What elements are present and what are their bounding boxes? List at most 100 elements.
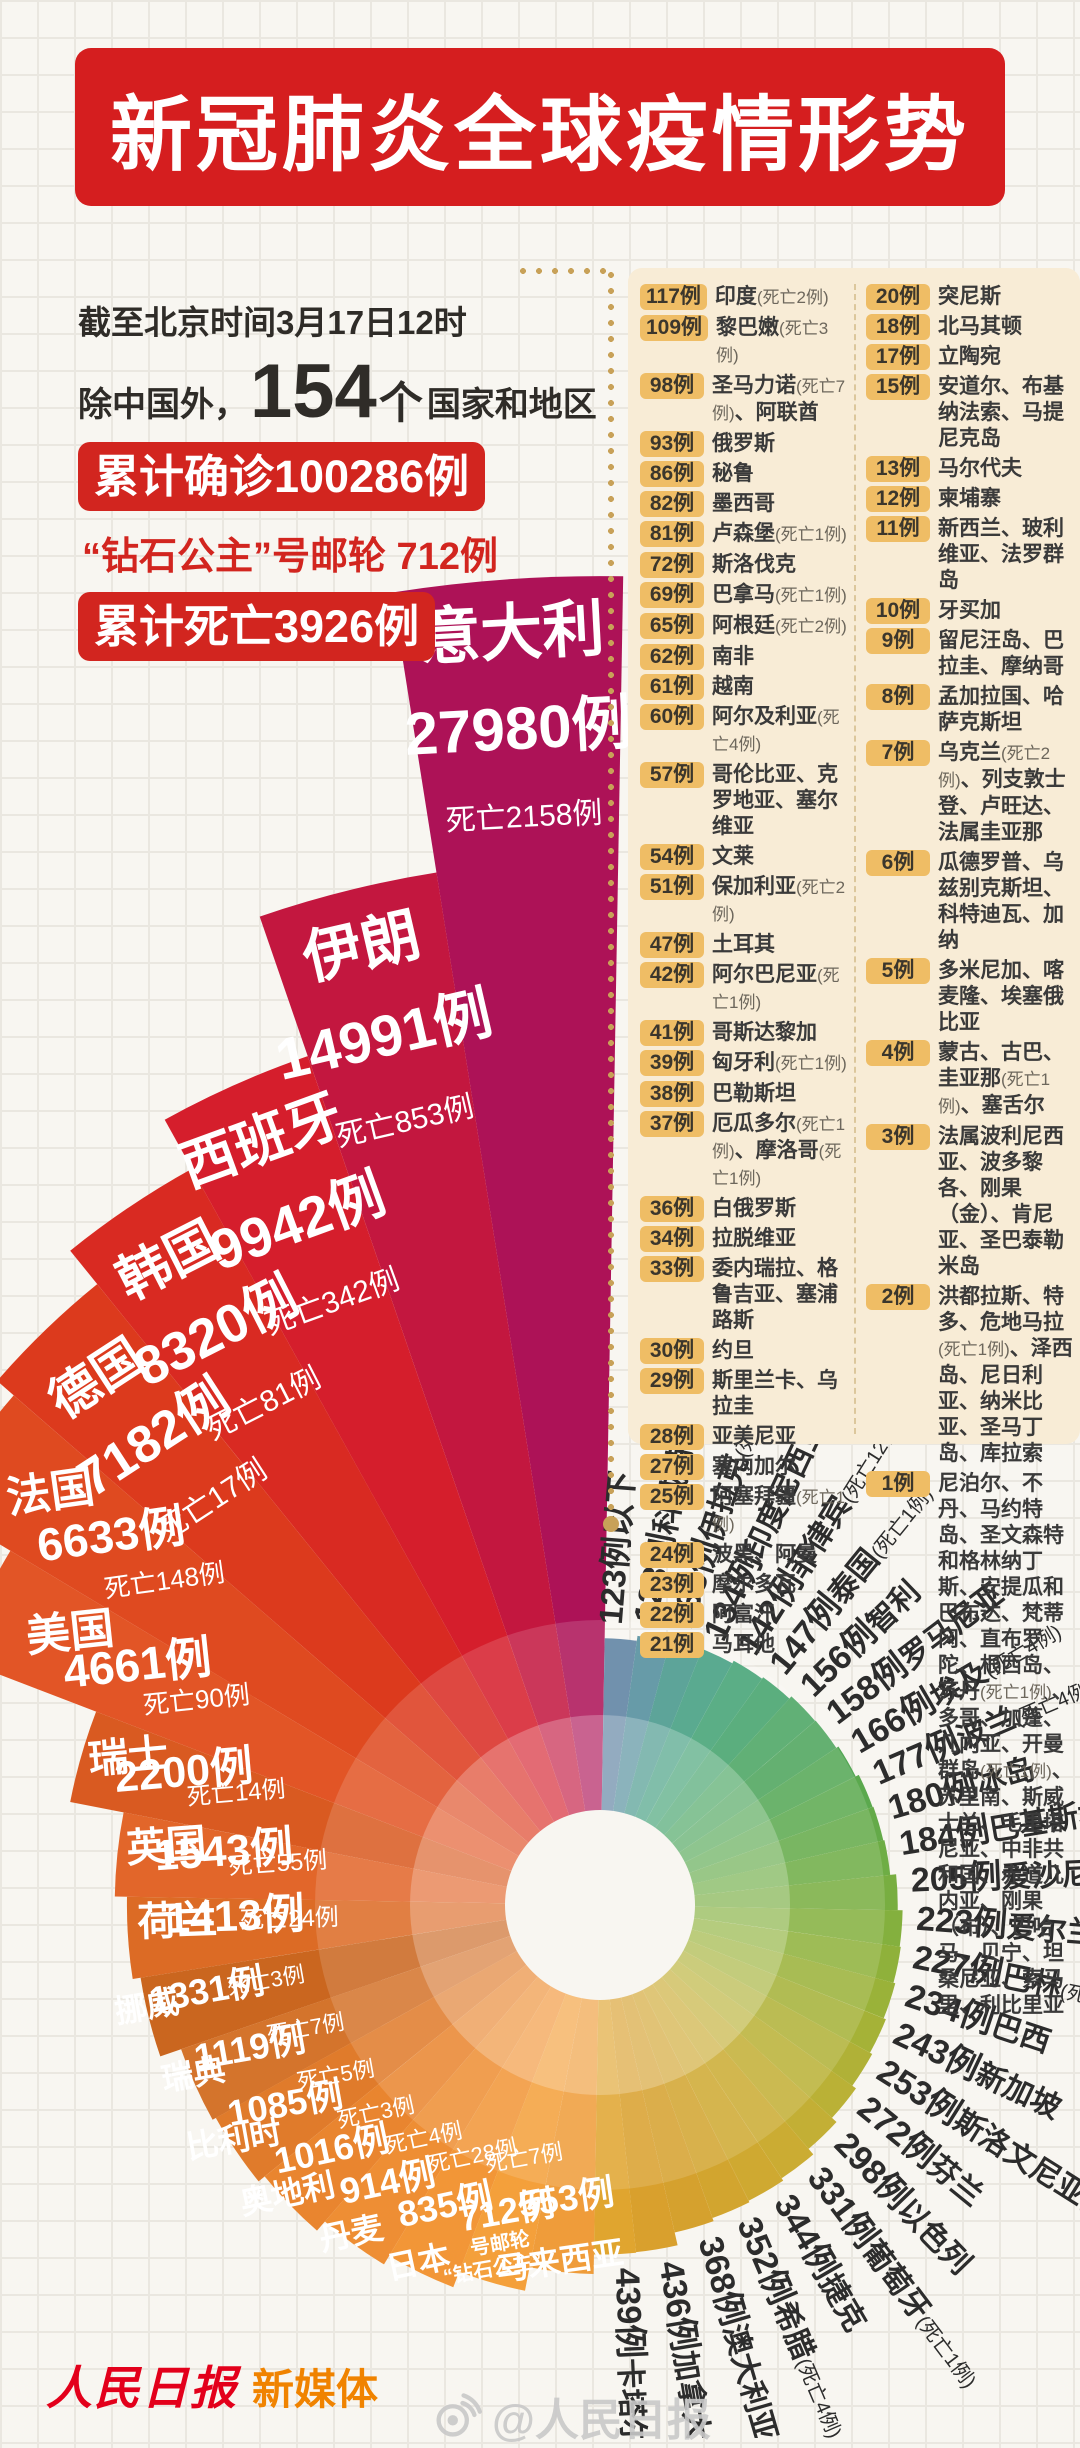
wedge-label: 荷兰	[137, 1898, 218, 1945]
fan-wedge	[459, 1905, 600, 2291]
panel-dotted-border-top	[520, 268, 610, 274]
fan-wedge	[70, 1168, 600, 1905]
country-names: 阿塞拜疆(死亡1例)	[712, 1485, 846, 1534]
country-list-item: 62例 南非	[640, 644, 848, 670]
case-count-badge: 109例	[640, 315, 709, 341]
wedge-label: 英国	[125, 1822, 208, 1871]
country-names: 多米尼加、喀麦隆、埃塞俄比亚	[938, 959, 1064, 1034]
country-list-item: 109例 黎巴嫩(死亡3例)	[640, 315, 848, 369]
country-names: 蒙古、古巴、圭亚那(死亡1例)、塞舌尔	[938, 1041, 1064, 1117]
country-list-item: 29例 斯里兰卡、乌拉圭	[640, 1368, 848, 1420]
case-count-badge: 47例	[640, 932, 704, 958]
case-count-badge: 69例	[640, 582, 704, 608]
case-count-badge: 86例	[640, 461, 704, 487]
case-count-badge: 20例	[866, 284, 930, 310]
countries-line: 除中国外， 154 个 国家和地区	[78, 349, 598, 434]
country-names: 巴勒斯坦	[712, 1082, 796, 1105]
country-list-item: 57例 哥伦比亚、克罗地亚、塞尔维亚	[640, 762, 848, 840]
country-names: 哥伦比亚、克罗地亚、塞尔维亚	[712, 763, 838, 838]
country-list-item: 60例 阿尔及利亚(死亡4例)	[640, 704, 848, 758]
fan-wedge	[0, 1550, 600, 1905]
country-list-item: 51例 保加利亚(死亡2例)	[640, 874, 848, 928]
fan-wedge	[181, 1905, 600, 2120]
fan-wedge	[259, 872, 600, 1905]
country-names: 新西兰、玻利维亚、法罗群岛	[938, 517, 1064, 592]
country-names: 马耳他	[712, 1633, 775, 1656]
countries-count: 154	[250, 349, 377, 434]
title-banner: 新冠肺炎全球疫情形势	[75, 48, 1005, 206]
country-names: 土耳其	[712, 933, 775, 956]
country-names: 黎巴嫩(死亡3例)	[716, 316, 829, 365]
case-count-badge: 11例	[866, 516, 930, 542]
case-count-badge: 27例	[640, 1454, 704, 1480]
case-count-badge: 17例	[866, 344, 930, 370]
country-list-item: 98例 圣马力诺(死亡7例)、阿联酋	[640, 373, 848, 427]
fan-wedge	[0, 1395, 600, 1905]
country-list-item: 81例 卢森堡(死亡1例)	[640, 521, 848, 548]
country-list-item: 3例 法属波利尼西亚、波多黎各、刚果（金）、肯尼亚、圣巴泰勒米岛	[866, 1124, 1074, 1280]
panel-dotted-border-end-dot	[603, 1516, 619, 1532]
country-list-item: 6例 瓜德罗普、乌兹别克斯坦、科特迪瓦、加纳	[866, 850, 1074, 954]
country-list-item: 47例 土耳其	[640, 932, 848, 958]
country-names: 俄罗斯	[712, 432, 775, 455]
country-list-item: 1例 尼泊尔、不丹、马约特岛、圣文森特和格林纳丁斯、安提瓜和巴布达、梵蒂冈、直布罗…	[866, 1471, 1074, 2019]
fan-wedge	[215, 1905, 601, 2182]
country-list-item: 41例 哥斯达黎加	[640, 1020, 848, 1046]
country-names: 越南	[712, 675, 754, 698]
country-list-item: 30例 约旦	[640, 1338, 848, 1364]
case-count-badge: 10例	[866, 598, 930, 624]
case-count-badge: 3例	[866, 1124, 930, 1150]
center-hole	[505, 1810, 695, 2000]
country-names: 厄瓜多尔(死亡1例)、摩洛哥(死亡1例)	[712, 1112, 846, 1188]
country-list-item: 72例 斯洛伐克	[640, 552, 848, 578]
country-names: 柬埔寨	[938, 487, 1001, 510]
country-list-item: 5例 多米尼加、喀麦隆、埃塞俄比亚	[866, 958, 1074, 1036]
country-list-item: 12例 柬埔寨	[866, 486, 1074, 512]
country-list-item: 54例 文莱	[640, 844, 848, 870]
case-count-badge: 60例	[640, 704, 704, 730]
country-list-item: 13例 马尔代夫	[866, 456, 1074, 482]
country-names: 留尼汪岛、巴拉圭、摩纳哥	[938, 629, 1064, 678]
country-names: 突尼斯	[938, 285, 1001, 308]
country-names: 印度(死亡2例)	[714, 285, 829, 308]
case-count-badge: 28例	[640, 1424, 704, 1450]
countries-suffix: 国家和地区	[426, 386, 597, 425]
deaths-badge: 累计死亡3926例	[78, 592, 436, 662]
country-names: 尼泊尔、不丹、马约特岛、圣文森特和格林纳丁斯、安提瓜和巴布达、梵蒂冈、直布罗陀、…	[938, 1472, 1073, 2017]
wedge-label: 1413例	[165, 1890, 305, 1943]
country-names: 卢森堡(死亡1例)	[712, 522, 847, 545]
country-names: 斯洛伐克	[712, 553, 796, 576]
country-names: 拉脱维亚	[712, 1227, 796, 1250]
fan-wedge	[392, 576, 624, 1906]
fan-wedge	[114, 1812, 601, 1905]
countries-unit: 个	[378, 379, 423, 429]
panel-column-right: 20例 突尼斯 18例 北马其顿 17例 立陶宛 15例 安道尔、布基纳法索、马提尼克岛 13例…	[854, 284, 1074, 2017]
country-list-item: 11例 新西兰、玻利维亚、法罗群岛	[866, 516, 1074, 594]
country-names: 白俄罗斯	[712, 1197, 796, 1220]
footer-brand: 人民日报 新媒体	[46, 2352, 378, 2418]
country-list-item: 117例 印度(死亡2例)	[640, 284, 848, 311]
case-count-badge: 57例	[640, 762, 704, 788]
country-list-item: 38例 巴勒斯坦	[640, 1081, 848, 1107]
confirmed-badge: 累计确诊100286例	[78, 442, 486, 512]
case-count-badge: 93例	[640, 431, 704, 457]
case-count-badge: 37例	[640, 1111, 704, 1137]
country-names: 马尔代夫	[938, 457, 1022, 480]
wedge-label: 瑞士	[86, 1732, 170, 1783]
country-names: 孟加拉国、哈萨克斯坦	[938, 685, 1064, 734]
country-list-item: 27例 塞内加尔	[640, 1454, 848, 1480]
wedge-label: 死亡2158例	[445, 797, 603, 838]
fan-wedge	[140, 1905, 600, 2057]
wedge-label: 27980例	[403, 689, 633, 768]
country-list-item: 33例 委内瑞拉、格鲁吉亚、塞浦路斯	[640, 1256, 848, 1334]
case-count-badge: 30例	[640, 1338, 704, 1364]
country-list-item: 10例 牙买加	[866, 598, 1074, 624]
weibo-watermark: @人民日报	[430, 2384, 711, 2448]
country-names: 匈牙利(死亡1例)	[712, 1051, 847, 1074]
case-count-badge: 24例	[640, 1542, 704, 1568]
case-count-badge: 98例	[640, 373, 704, 399]
wedge-label: 意大利	[417, 594, 606, 673]
watermark-handle: @人民日报	[492, 2396, 711, 2445]
country-list-item: 65例 阿根廷(死亡2例)	[640, 613, 848, 640]
